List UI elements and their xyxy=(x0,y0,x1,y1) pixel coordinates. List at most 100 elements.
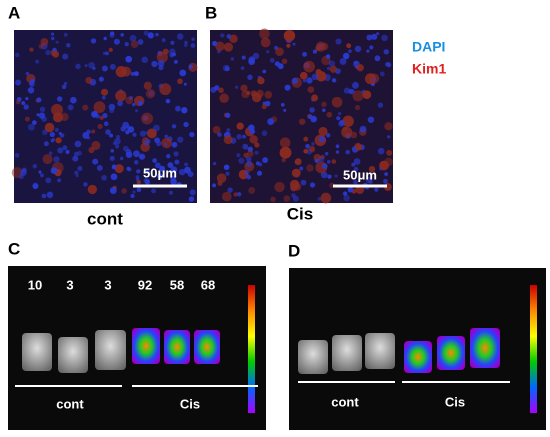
nucleus xyxy=(120,126,127,132)
kim1-signal xyxy=(261,104,267,110)
tissue xyxy=(365,333,395,369)
nucleus xyxy=(164,142,168,147)
kim1-signal xyxy=(279,137,291,148)
nucleus xyxy=(152,158,157,163)
nucleus xyxy=(212,183,217,188)
nucleus xyxy=(369,45,374,50)
nucleus xyxy=(359,125,367,133)
panel-label: C xyxy=(8,239,20,258)
nucleus xyxy=(264,100,271,107)
nucleus xyxy=(36,113,40,117)
kim1-signal xyxy=(307,86,315,93)
nucleus xyxy=(280,102,285,107)
nucleus xyxy=(179,69,187,77)
kim1-signal xyxy=(216,173,227,183)
kim1-signal xyxy=(247,150,254,157)
nucleus xyxy=(35,59,40,64)
nucleus xyxy=(318,135,326,143)
kim1-signal xyxy=(346,43,352,49)
kim1-signal xyxy=(318,126,328,137)
nucleus xyxy=(238,157,245,164)
kim1-signal xyxy=(257,77,265,85)
nucleus xyxy=(136,169,141,174)
kim1-signal xyxy=(100,88,109,96)
nucleus xyxy=(135,109,139,113)
nucleus xyxy=(101,95,106,100)
kim1-signal xyxy=(321,101,327,108)
nucleus xyxy=(262,101,267,106)
kim1-signal xyxy=(354,104,361,111)
nucleus xyxy=(33,184,39,190)
nucleus xyxy=(76,150,82,156)
nucleus xyxy=(246,174,252,180)
nucleus xyxy=(132,103,136,107)
nucleus xyxy=(225,112,231,118)
nucleus xyxy=(51,137,56,142)
tissue-signal xyxy=(132,328,160,364)
kim1-signal xyxy=(24,116,30,122)
nucleus xyxy=(124,42,129,47)
nucleus xyxy=(113,38,120,45)
nucleus xyxy=(321,108,326,113)
nucleus xyxy=(130,193,135,199)
nucleus xyxy=(132,132,137,137)
nucleus xyxy=(212,161,217,166)
nucleus xyxy=(63,81,68,86)
nucleus xyxy=(328,60,336,67)
nucleus xyxy=(246,156,252,162)
colorbar xyxy=(248,285,255,413)
nucleus xyxy=(235,85,239,89)
kim1-signal xyxy=(260,37,271,48)
nucleus xyxy=(334,174,338,178)
nucleus xyxy=(53,156,60,163)
nucleus xyxy=(86,129,91,135)
kim1-signal xyxy=(223,135,233,145)
nucleus xyxy=(70,96,77,104)
kim1-signal xyxy=(42,154,53,165)
nucleus xyxy=(214,85,220,91)
tissue xyxy=(22,333,52,371)
kim1-signal xyxy=(303,136,309,142)
kim1-signal xyxy=(274,181,285,193)
count-label: 10 xyxy=(28,277,42,292)
kim1-signal xyxy=(250,90,258,97)
nucleus xyxy=(110,173,118,181)
nucleus xyxy=(46,191,54,199)
nucleus xyxy=(155,32,159,37)
nucleus xyxy=(354,45,362,53)
nucleus xyxy=(181,107,188,114)
kim1-signal xyxy=(53,112,63,123)
nucleus xyxy=(371,77,376,82)
nucleus xyxy=(353,158,361,165)
kim1-signal xyxy=(233,192,238,197)
nucleus xyxy=(342,52,350,60)
nucleus xyxy=(292,42,296,46)
nucleus xyxy=(141,56,149,64)
nucleus xyxy=(309,182,316,188)
nucleus xyxy=(171,141,178,148)
nucleus xyxy=(236,133,242,140)
nucleus xyxy=(326,66,331,71)
nucleus xyxy=(166,154,171,159)
nucleus xyxy=(379,167,383,171)
kim1-signal xyxy=(93,101,106,114)
kim1-signal xyxy=(141,112,154,125)
kim1-signal xyxy=(315,71,327,82)
nucleus xyxy=(109,107,115,114)
nucleus xyxy=(172,52,176,57)
kim1-signal xyxy=(143,81,152,90)
tissue-signal xyxy=(404,341,432,373)
nucleus xyxy=(109,155,115,161)
nucleus xyxy=(134,71,139,77)
nucleus xyxy=(133,160,139,165)
kim1-signal xyxy=(236,122,244,130)
nucleus xyxy=(147,32,154,39)
nucleus xyxy=(226,34,232,39)
count-label: 3 xyxy=(66,277,73,292)
nucleus xyxy=(116,135,120,139)
nucleus xyxy=(138,153,146,160)
nucleus xyxy=(345,149,351,155)
nucleus xyxy=(176,33,184,40)
kim1-signal xyxy=(212,126,221,134)
